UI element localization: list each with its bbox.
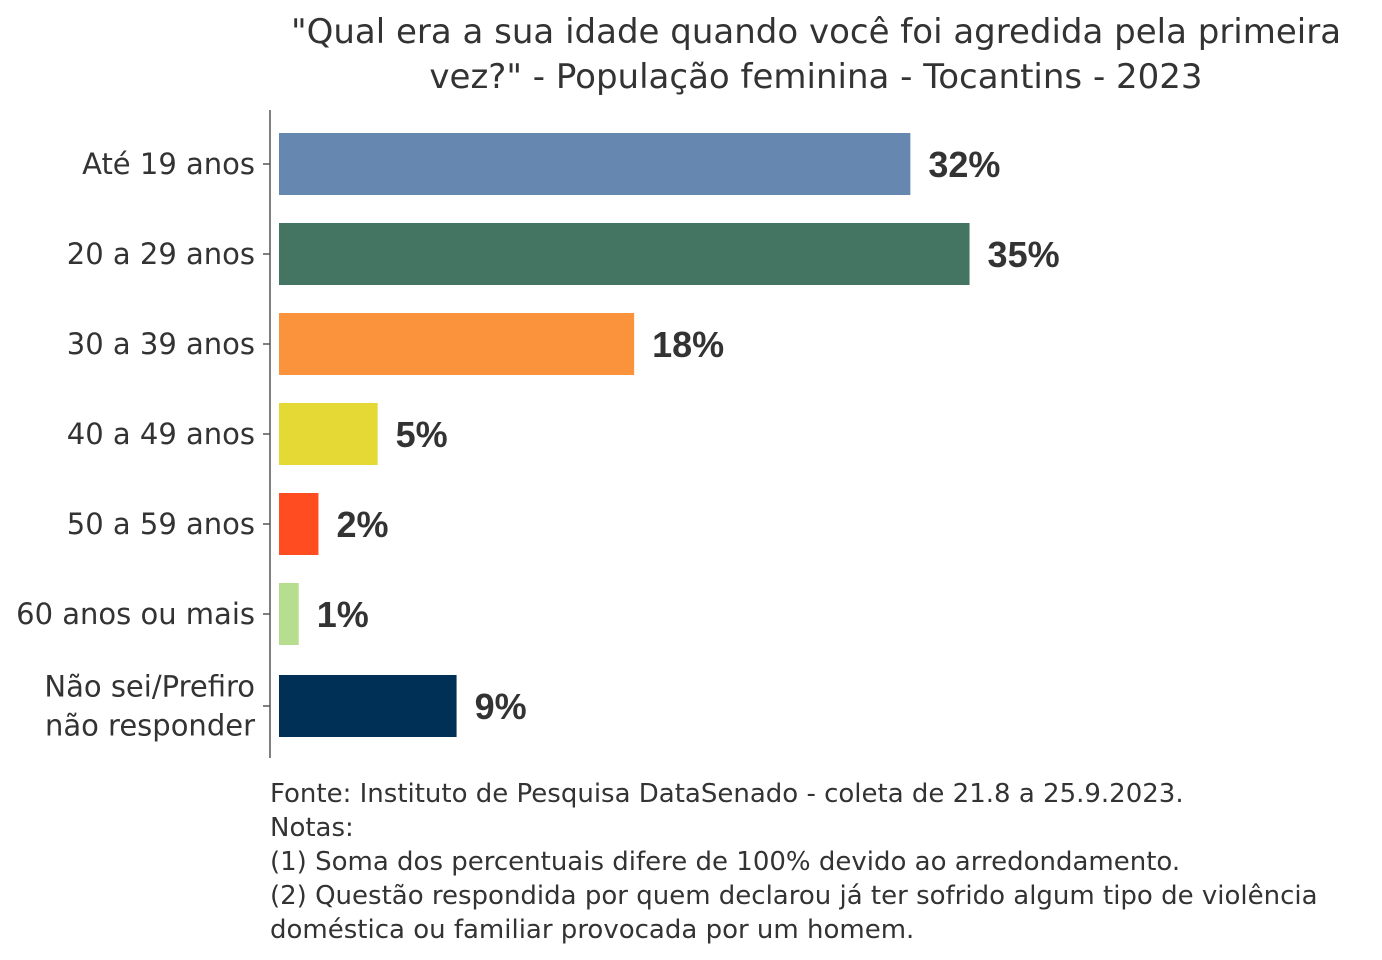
- note-line: doméstica ou familiar provocada por um h…: [270, 915, 914, 945]
- category-label: Não sei/Prefiro: [44, 670, 255, 704]
- value-labels: 32% 35% 18% 5% 2% 1% 9%: [317, 144, 1060, 727]
- bar: [279, 675, 457, 737]
- bar: [279, 493, 319, 555]
- note-line: (2) Questão respondida por quem declarou…: [270, 881, 1318, 911]
- category-label: 60 anos ou mais: [16, 597, 255, 631]
- source-notes: Fonte: Instituto de Pesquisa DataSenado …: [270, 779, 1318, 945]
- bar-value-label: 5%: [396, 414, 448, 455]
- bar-value-label: 9%: [475, 686, 527, 727]
- bar: [279, 223, 970, 285]
- category-label: 50 a 59 anos: [67, 507, 255, 541]
- category-label: Até 19 anos: [82, 147, 255, 181]
- bar: [279, 583, 299, 645]
- category-label: 20 a 29 anos: [67, 237, 255, 271]
- bar-value-label: 35%: [988, 234, 1060, 275]
- bar-value-label: 1%: [317, 594, 369, 635]
- note-line: Fonte: Instituto de Pesquisa DataSenado …: [270, 779, 1184, 809]
- bar-value-label: 18%: [652, 324, 724, 365]
- chart-title-line: "Qual era a sua idade quando você foi ag…: [291, 12, 1341, 52]
- chart-title-line: vez?" - População feminina - Tocantins -…: [429, 57, 1202, 97]
- bars: [279, 133, 970, 737]
- y-axis-ticks: [263, 163, 270, 707]
- note-line: (1) Soma dos percentuais difere de 100% …: [270, 847, 1180, 877]
- bar: [279, 313, 635, 375]
- bar-value-label: 32%: [928, 144, 1000, 185]
- chart-title: "Qual era a sua idade quando você foi ag…: [291, 12, 1341, 97]
- category-labels: Até 19 anos 20 a 29 anos 30 a 39 anos 40 a …: [16, 147, 255, 743]
- bar: [279, 403, 378, 465]
- category-label: não responder: [45, 709, 255, 743]
- category-label: 30 a 39 anos: [67, 327, 255, 361]
- note-line: Notas:: [270, 813, 354, 843]
- category-label: 40 a 49 anos: [67, 417, 255, 451]
- bar: [279, 133, 911, 195]
- bar-value-label: 2%: [336, 504, 388, 545]
